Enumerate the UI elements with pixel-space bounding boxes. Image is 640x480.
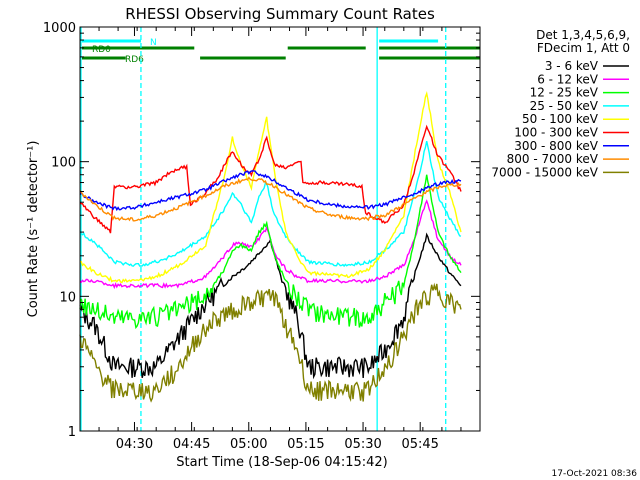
y-tick-label: 10 — [59, 290, 76, 305]
legend-label: 3 - 6 keV — [545, 59, 599, 73]
x-axis-label: Start Time (18-Sep-06 04:15:42) — [176, 455, 387, 470]
x-tick-label: 05:45 — [401, 437, 438, 452]
series-line — [79, 176, 462, 222]
x-tick-label: 05:15 — [287, 437, 324, 452]
x-tick-label: 05:30 — [344, 437, 381, 452]
series-line — [79, 174, 462, 330]
chart-title: RHESSI Observing Summary Count Rates — [125, 5, 435, 23]
state-bar-label: RD6 — [125, 55, 144, 65]
plot-frame — [79, 26, 481, 432]
y-tick-label: 1000 — [43, 21, 76, 36]
y-axis: 1 10 100 1000 — [43, 21, 480, 440]
series-line — [79, 124, 462, 234]
legend-label: 100 - 300 keV — [514, 126, 598, 140]
legend-label: 6 - 12 keV — [537, 72, 599, 86]
legend-label: 800 - 7000 keV — [507, 152, 599, 166]
y-axis-label: Count Rate (s⁻¹ detector⁻¹) — [26, 141, 41, 318]
y-tick-label: 100 — [51, 156, 76, 171]
series-lines — [79, 90, 462, 403]
legend-label: 300 - 800 keV — [514, 139, 598, 153]
legend-label: 25 - 50 keV — [530, 99, 599, 113]
series-line — [79, 170, 462, 212]
state-bar-label: N — [150, 38, 157, 48]
state-bar-label: RD0 — [92, 45, 111, 55]
series-line — [79, 90, 462, 284]
series-line — [79, 140, 462, 268]
legend-label: 50 - 100 keV — [522, 112, 599, 126]
legend-label: 7000 - 15000 keV — [491, 165, 598, 179]
state-bars: RD0 RD6 N — [82, 38, 480, 65]
x-axis: 04:30 04:45 05:00 05:15 05:30 05:45 — [79, 27, 481, 452]
y-tick-label: 1 — [68, 425, 76, 440]
x-tick-label: 05:00 — [230, 437, 267, 452]
legend-label: 12 - 25 keV — [530, 86, 599, 100]
series-line — [79, 282, 462, 403]
legend-header-line-1: Det 1,3,4,5,6,9, — [536, 28, 630, 42]
date-stamp: 17-Oct-2021 08:36 — [552, 469, 638, 479]
legend-header-line-2: FDecim 1, Att 0 — [537, 41, 630, 55]
x-tick-label: 04:30 — [116, 437, 153, 452]
x-tick-label: 04:45 — [173, 437, 210, 452]
